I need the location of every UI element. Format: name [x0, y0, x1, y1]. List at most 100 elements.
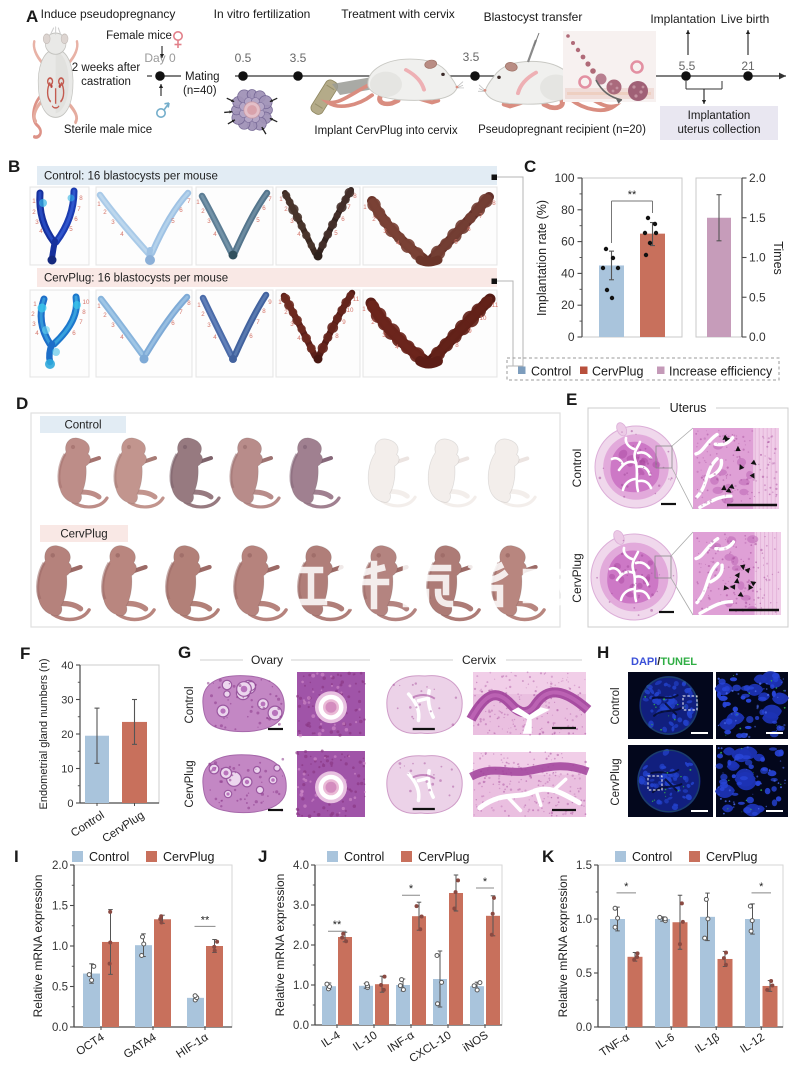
- svg-text:Relative mRNA expression: Relative mRNA expression: [273, 874, 287, 1017]
- svg-text:9: 9: [342, 319, 346, 326]
- svg-text:4: 4: [120, 231, 124, 238]
- svg-text:IL-4: IL-4: [319, 1029, 343, 1050]
- svg-text:4: 4: [39, 228, 43, 235]
- svg-text:20: 20: [61, 729, 73, 741]
- svg-text:Live birth: Live birth: [721, 12, 770, 26]
- svg-text:1: 1: [196, 199, 200, 206]
- svg-text:4: 4: [297, 335, 301, 342]
- svg-text:Implantation rate (%): Implantation rate (%): [535, 200, 549, 316]
- svg-text:1.5: 1.5: [52, 901, 68, 913]
- svg-text:9: 9: [468, 328, 472, 335]
- svg-text:0.5: 0.5: [52, 982, 68, 994]
- svg-text:20: 20: [561, 298, 575, 312]
- svg-text:10: 10: [61, 764, 73, 776]
- svg-text:3: 3: [382, 332, 386, 339]
- svg-text:1.0: 1.0: [52, 941, 68, 953]
- svg-text:2: 2: [201, 311, 205, 318]
- svg-text:1: 1: [32, 198, 36, 205]
- svg-text:1: 1: [363, 204, 367, 211]
- svg-text:Pseudopregnant recipient (n=20: Pseudopregnant recipient (n=20): [478, 124, 646, 136]
- svg-text:2: 2: [284, 309, 288, 316]
- svg-text:2.0: 2.0: [52, 860, 68, 872]
- svg-text:D: D: [16, 394, 28, 413]
- svg-text:IL-1β: IL-1β: [693, 1031, 722, 1056]
- svg-text:6: 6: [262, 205, 266, 212]
- svg-text:5.5: 5.5: [679, 59, 696, 73]
- svg-text:CervPlug: CervPlug: [610, 758, 622, 805]
- svg-text:7: 7: [77, 206, 81, 213]
- svg-text:E: E: [566, 390, 577, 409]
- svg-text:3: 3: [32, 321, 36, 328]
- svg-text:10: 10: [480, 315, 487, 322]
- svg-text:7: 7: [256, 319, 260, 326]
- svg-text:2: 2: [103, 312, 107, 319]
- svg-text:9: 9: [268, 299, 272, 306]
- svg-text:H: H: [597, 643, 609, 662]
- svg-text:4: 4: [395, 344, 399, 351]
- svg-text:7: 7: [268, 196, 272, 203]
- svg-text:CervPlug: CervPlug: [592, 365, 643, 379]
- svg-text:7: 7: [347, 204, 351, 211]
- svg-text:5: 5: [334, 230, 338, 237]
- svg-text:Uterus: Uterus: [670, 401, 707, 415]
- svg-text:5: 5: [256, 217, 260, 224]
- svg-text:CervPlug: CervPlug: [570, 553, 584, 602]
- svg-text:5: 5: [69, 226, 73, 233]
- svg-text:**: **: [333, 919, 342, 931]
- svg-text:7: 7: [187, 198, 191, 205]
- svg-text:Sterile male mice: Sterile male mice: [64, 124, 152, 136]
- svg-text:CervPlug: 16 blastocysts per m: CervPlug: 16 blastocysts per mouse: [44, 273, 228, 285]
- svg-text:1: 1: [33, 301, 37, 308]
- svg-text:Times: Times: [771, 241, 785, 275]
- svg-text:1: 1: [197, 302, 201, 309]
- svg-text:0.0: 0.0: [576, 1022, 592, 1034]
- svg-text:1: 1: [278, 299, 282, 306]
- svg-text:7: 7: [79, 319, 83, 326]
- svg-text:1: 1: [279, 196, 283, 203]
- svg-text:OCT4: OCT4: [74, 1031, 107, 1058]
- svg-text:Relative mRNA expression: Relative mRNA expression: [31, 875, 45, 1018]
- svg-text:0: 0: [67, 798, 73, 810]
- svg-text:3.0: 3.0: [293, 900, 309, 912]
- svg-text:*: *: [409, 883, 414, 895]
- svg-text:5: 5: [171, 218, 175, 225]
- svg-text:0.0: 0.0: [293, 1020, 309, 1032]
- svg-text:G: G: [178, 643, 191, 662]
- svg-text:K: K: [542, 847, 555, 866]
- svg-text:CervPlug: CervPlug: [418, 850, 469, 864]
- svg-text:Control: 16 blastocysts per mo: Control: 16 blastocysts per mouse: [44, 171, 218, 183]
- svg-text:Ovary: Ovary: [251, 653, 283, 667]
- svg-text:Control: Control: [531, 365, 571, 379]
- svg-text:8: 8: [262, 308, 266, 315]
- svg-text:3: 3: [290, 321, 294, 328]
- svg-text:6: 6: [74, 216, 78, 223]
- svg-text:4: 4: [213, 231, 217, 238]
- svg-text:4: 4: [396, 240, 400, 247]
- svg-text:2: 2: [31, 311, 35, 318]
- svg-text:8: 8: [492, 200, 496, 207]
- svg-text:8: 8: [82, 309, 86, 316]
- svg-text:3: 3: [111, 219, 115, 226]
- svg-text:C: C: [524, 157, 536, 176]
- svg-text:1: 1: [97, 303, 101, 310]
- svg-text:CervPlug: CervPlug: [163, 850, 214, 864]
- svg-text:8: 8: [79, 195, 83, 202]
- svg-text:3: 3: [35, 219, 39, 226]
- svg-text:4: 4: [120, 334, 124, 341]
- svg-text:60: 60: [561, 235, 575, 249]
- svg-text:Cervix: Cervix: [462, 653, 496, 667]
- svg-text:2 weeks after: 2 weeks after: [72, 62, 141, 74]
- svg-text:2: 2: [32, 209, 36, 216]
- svg-text:Control: Control: [570, 449, 584, 488]
- svg-text:40: 40: [61, 660, 73, 672]
- svg-text:1.0: 1.0: [576, 914, 592, 926]
- svg-text:6: 6: [171, 320, 175, 327]
- svg-text:Mating: Mating: [185, 71, 220, 83]
- svg-text:CervPlug: CervPlug: [184, 760, 196, 807]
- svg-text:1.0: 1.0: [749, 251, 766, 265]
- svg-text:J: J: [258, 847, 267, 866]
- svg-text:80: 80: [561, 203, 575, 217]
- svg-text:11: 11: [353, 296, 360, 303]
- svg-text:3.5: 3.5: [290, 51, 307, 65]
- svg-text:Control: Control: [344, 850, 384, 864]
